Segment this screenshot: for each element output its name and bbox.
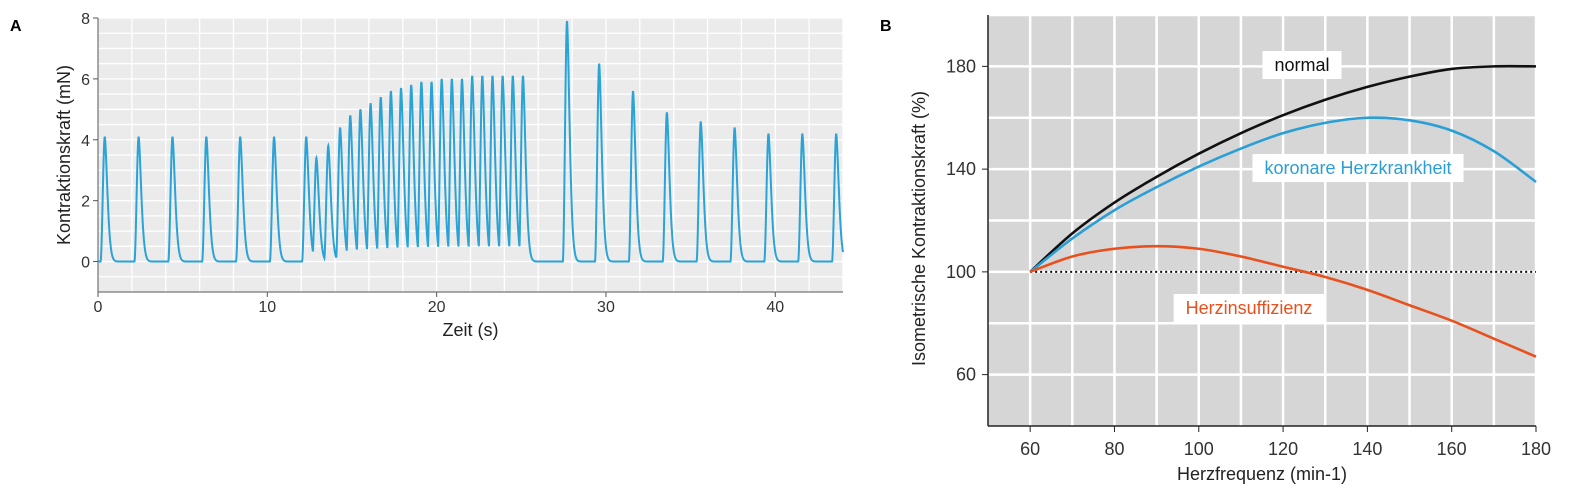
x-tick-label-b: 80 [1104, 439, 1124, 459]
legend-label-herzinsuffizienz: Herzinsuffizienz [1186, 298, 1313, 318]
series-line-herzinsuffizienz [1029, 244, 1537, 358]
x-axis-label-b: Herzfrequenz (min-1) [1177, 464, 1347, 484]
y-tick-label-b: 140 [946, 159, 976, 179]
legend-box-normal [1262, 51, 1342, 79]
x-tick-label-b: 160 [1437, 439, 1467, 459]
y-tick-label-b: 100 [946, 262, 976, 282]
y-tick-label-a: 0 [81, 255, 90, 272]
force-trace-line [98, 20, 844, 263]
chart-a: 0 10 20 30 40 0 2 4 6 8 Zeit (s) Kontraktionskraft … [54, 11, 844, 340]
legend-box-koronare-herzkrankheit [1252, 154, 1464, 182]
x-tick-label-a: 40 [766, 299, 784, 316]
legend-box-herzinsuffizienz [1173, 294, 1325, 322]
x-tick-label-b: 120 [1268, 439, 1298, 459]
series-line-normal [1029, 64, 1537, 273]
panel-letter-b: B [880, 18, 892, 35]
x-tick-label-a: 30 [597, 299, 615, 316]
x-tick-label-a: 10 [258, 299, 276, 316]
y-tick-label-b: 60 [956, 365, 976, 385]
legend-label-normal: normal [1274, 55, 1329, 75]
y-axis-label-b: Isometrische Kontraktionskraft (%) [909, 91, 929, 366]
y-tick-label-a: 8 [81, 11, 90, 28]
y-tick-label-a: 2 [81, 194, 90, 211]
panel-letter-a: A [10, 18, 22, 35]
series-line-koronare-herzkrankheit [1029, 116, 1537, 273]
x-axis-label-a: Zeit (s) [443, 320, 499, 340]
legend-label-koronare-herzkrankheit: koronare Herzkrankheit [1264, 158, 1451, 178]
y-tick-label-b: 180 [946, 56, 976, 76]
x-tick-label-b: 100 [1184, 439, 1214, 459]
y-axis-label-a: Kontraktionskraft (mN) [54, 65, 74, 245]
y-tick-label-a: 6 [81, 72, 90, 89]
x-tick-label-b: 60 [1020, 439, 1040, 459]
y-tick-label-a: 4 [81, 133, 90, 150]
x-tick-label-b: 140 [1352, 439, 1382, 459]
x-tick-label-a: 20 [428, 299, 446, 316]
x-tick-label-a: 0 [94, 299, 103, 316]
x-tick-label-b: 180 [1521, 439, 1551, 459]
